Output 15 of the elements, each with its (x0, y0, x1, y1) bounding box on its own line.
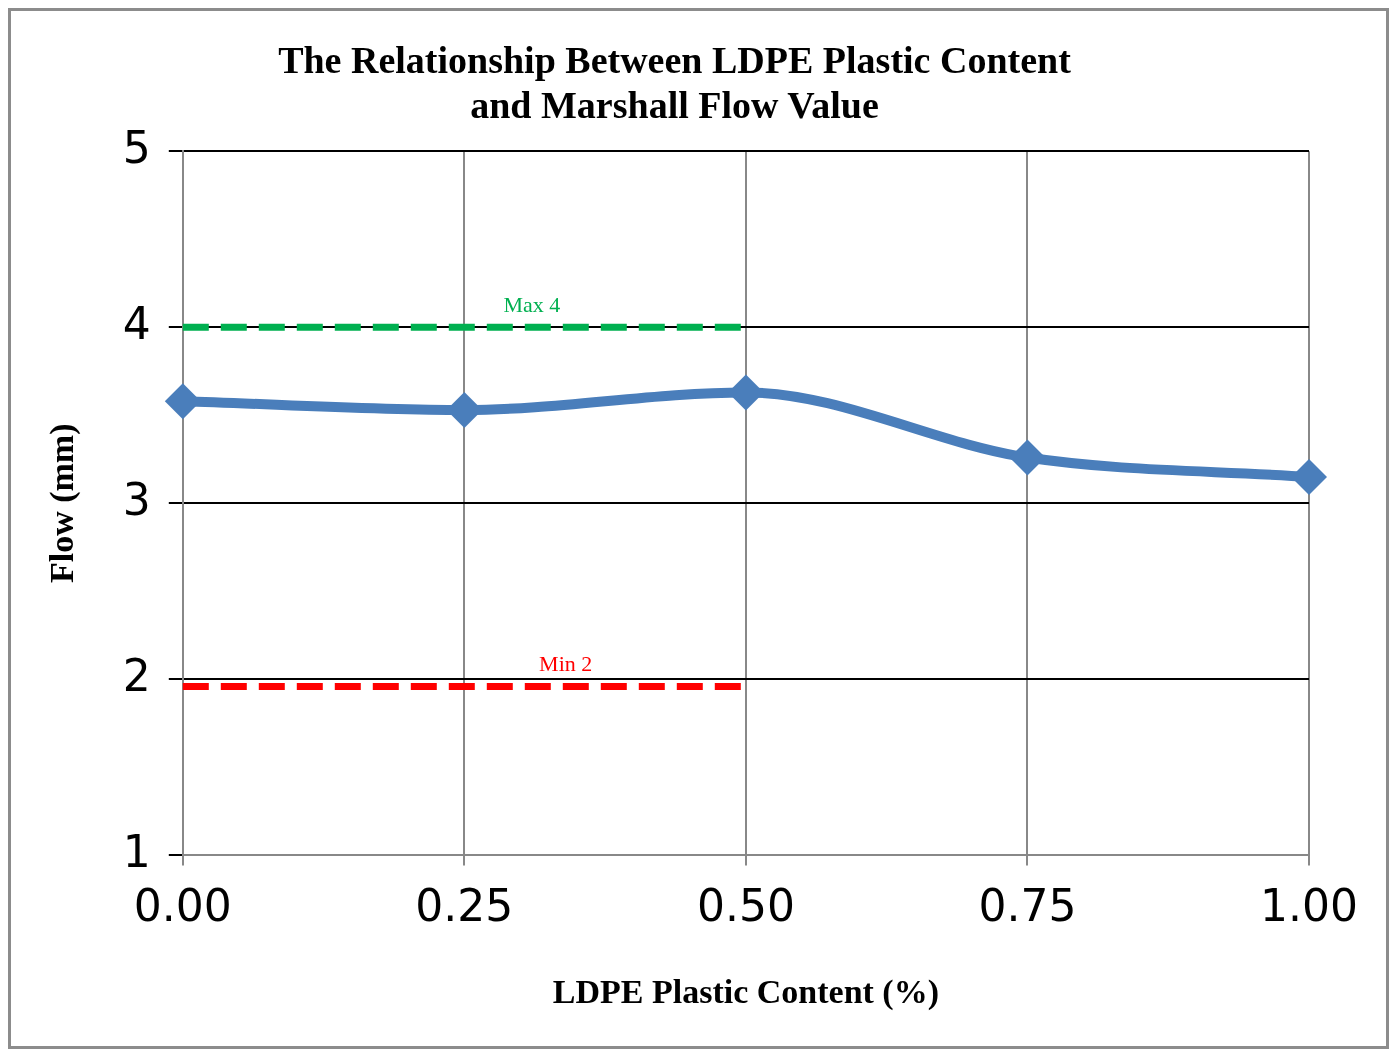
chart-title: The Relationship Between LDPE Plastic Content and Marshall Flow Value (278, 38, 1072, 127)
annotation: Max 4 (503, 292, 561, 318)
x-tick-label: 0.75 (978, 880, 1077, 932)
y-tick-label: 1 (122, 825, 151, 877)
x-axis-title: LDPE Plastic Content (%) (552, 973, 940, 1012)
x-tick-label: 0.00 (133, 880, 232, 932)
y-axis-title: Flow (mm) (43, 423, 82, 584)
x-tick-label: 0.25 (415, 880, 514, 932)
x-tick-label: 1.00 (1260, 880, 1358, 932)
y-tick-label: 5 (122, 121, 151, 173)
y-tick-label: 4 (122, 297, 151, 349)
x-tick-label: 0.50 (696, 880, 795, 932)
y-tick-label: 2 (122, 649, 151, 701)
annotation: Min 2 (539, 651, 593, 677)
y-tick-label: 3 (122, 473, 151, 525)
